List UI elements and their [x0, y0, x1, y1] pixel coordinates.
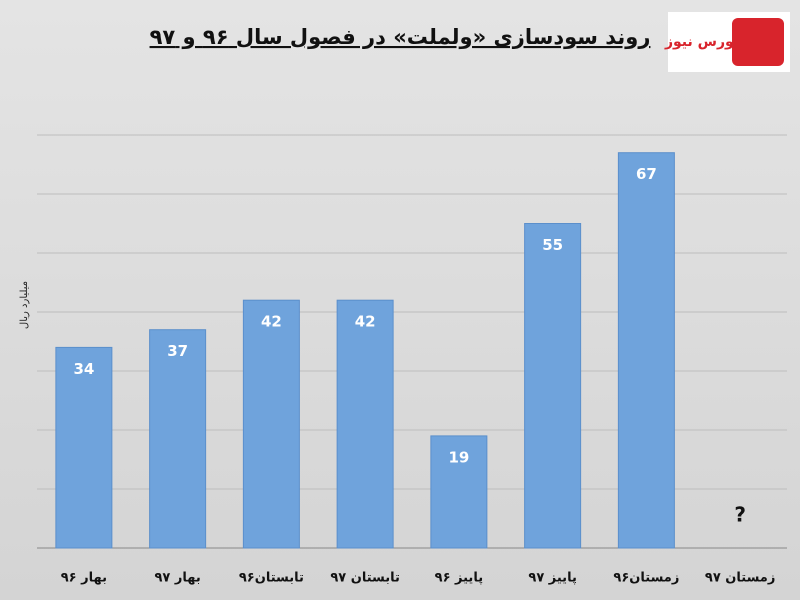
chart-title: روند سودسازی «ولملت» در فصول سال ۹۶ و ۹۷ [150, 25, 651, 49]
value-label: 37 [167, 342, 188, 360]
value-label: 42 [355, 313, 376, 331]
value-label: 67 [636, 165, 657, 183]
value-label: 19 [448, 448, 469, 466]
x-tick-label: بهار ۹۷ [155, 571, 201, 586]
bar [55, 346, 113, 549]
bar [149, 329, 207, 549]
value-label: 34 [73, 360, 94, 378]
y-axis-label: میلیارد ریال [19, 281, 30, 329]
x-tick-label: زمستان۹۶ [613, 571, 679, 586]
value-label: 55 [542, 236, 563, 254]
logo: بورس نیوز [664, 12, 790, 72]
x-tick-label: پاییز ۹۶ [435, 571, 483, 586]
x-tick-label: تابستان ۹۷ [330, 571, 400, 586]
x-tick-label: تابستان۹۶ [239, 571, 304, 586]
x-tick-label: بهار ۹۶ [61, 571, 107, 586]
bar [242, 299, 300, 549]
x-tick-label: پاییز ۹۷ [528, 571, 576, 586]
bar [430, 435, 488, 549]
bar [336, 299, 394, 549]
value-label: 42 [261, 313, 282, 331]
logo-mark [732, 18, 784, 66]
bar [524, 223, 582, 549]
x-tick-label: زمستان ۹۷ [705, 571, 775, 586]
annotation: ? [734, 503, 746, 527]
logo-text: بورس نیوز [664, 34, 739, 50]
bar [617, 152, 675, 549]
